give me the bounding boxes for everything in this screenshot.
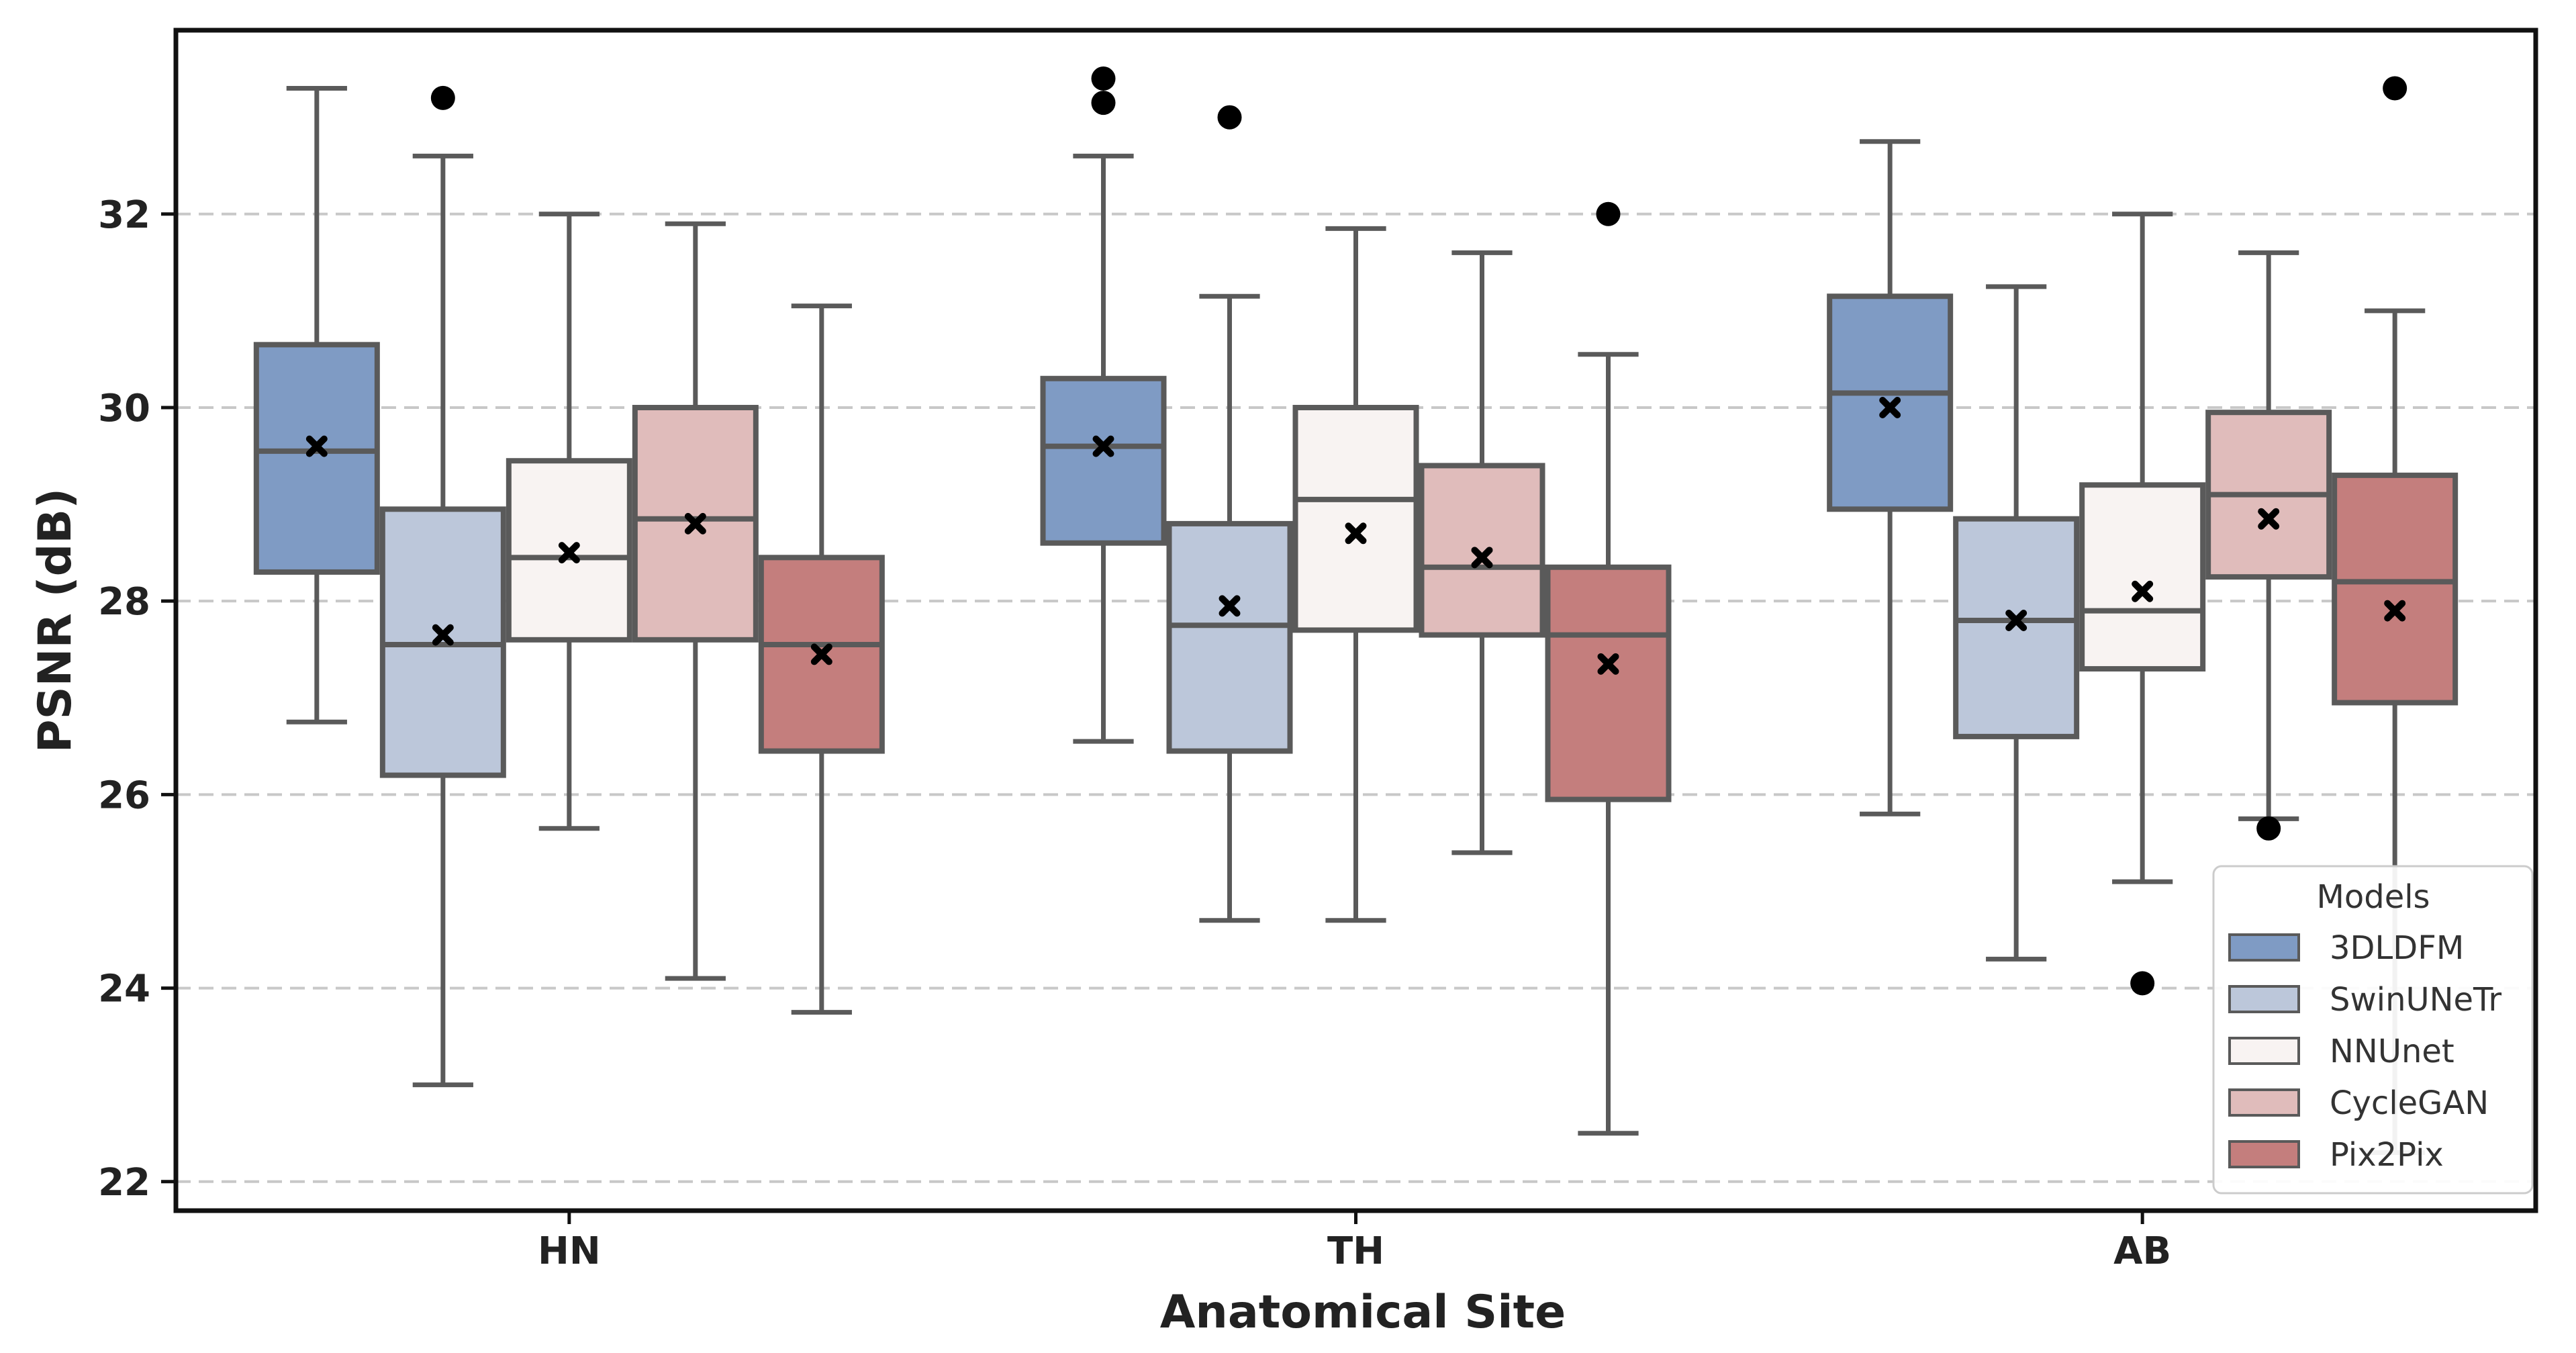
y-tick-label: 30: [98, 387, 150, 430]
y-tick-label: 26: [98, 774, 150, 817]
x-axis-title: Anatomical Site: [1160, 1286, 1566, 1339]
box-pix2pix-th: [1545, 201, 1672, 1136]
box-3dldfm-hn: [253, 85, 380, 725]
y-tick-label: 22: [98, 1161, 150, 1205]
box-iqr: [253, 342, 380, 575]
box-swinunetr-hn: [379, 85, 506, 1088]
box-iqr: [1419, 463, 1545, 638]
box-3dldfm-th: [1040, 66, 1167, 744]
legend-swatch: [2228, 985, 2300, 1013]
mean-marker: [1219, 595, 1241, 617]
box-cyclegan-hn: [632, 221, 759, 981]
legend-item-swinunetr: SwinUNeTr: [2228, 981, 2501, 1019]
box-iqr: [1545, 564, 1672, 802]
box-cyclegan-ab: [2205, 250, 2332, 841]
x-tick-label: AB: [2113, 1229, 2171, 1273]
box-iqr: [2079, 482, 2206, 672]
legend-label: Pix2Pix: [2330, 1136, 2444, 1174]
mean-marker: [1345, 522, 1367, 545]
y-tick-label: 28: [98, 580, 150, 624]
box-iqr: [1953, 516, 2080, 739]
y-axis-title: PSNR (dB): [29, 488, 82, 753]
legend-label: CycleGAN: [2330, 1084, 2489, 1122]
box-iqr: [1292, 404, 1419, 633]
box-pix2pix-hn: [758, 304, 885, 1015]
mean-marker: [2258, 508, 2280, 530]
box-iqr: [1827, 293, 1954, 512]
outlier-point: [430, 85, 455, 110]
mean-marker: [2384, 600, 2406, 622]
outlier-point: [1091, 66, 1116, 91]
outlier-point: [2383, 76, 2407, 101]
box-iqr: [1040, 375, 1167, 546]
outlier-point: [2256, 816, 2281, 841]
box-iqr: [1166, 520, 1293, 754]
y-tick-label: 24: [98, 968, 150, 1011]
x-axis-ticks: HN TH AB: [538, 1211, 2171, 1273]
legend-label: 3DLDFM: [2330, 929, 2464, 967]
mean-marker: [1092, 435, 1114, 457]
legend-swatch: [2228, 1037, 2300, 1065]
legend-item-nnunet: NNUnet: [2228, 1033, 2454, 1070]
y-tick-label: 32: [98, 193, 150, 237]
legend-item-pix2pix: Pix2Pix: [2228, 1136, 2444, 1174]
legend-items: 3DLDFM SwinUNeTr NNUnet CycleGAN Pix2Pix: [2228, 929, 2501, 1174]
mean-marker: [684, 512, 706, 534]
legend-label: SwinUNeTr: [2330, 981, 2501, 1019]
box-nnunet-ab: [2079, 212, 2206, 996]
legend: Models 3DLDFM SwinUNeTr NNUnet CycleGAN Pix2…: [2212, 865, 2534, 1195]
box-iqr: [2332, 472, 2459, 706]
box-swinunetr-ab: [1953, 284, 2080, 962]
box-cyclegan-th: [1419, 250, 1545, 855]
legend-title: Models: [2316, 878, 2430, 916]
mean-marker: [558, 542, 580, 564]
outlier-point: [1091, 91, 1116, 115]
box-pix2pix-ab: [2332, 76, 2459, 1156]
mean-marker: [1597, 653, 1619, 675]
legend-swatch: [2228, 1088, 2300, 1117]
legend-swatch: [2228, 933, 2300, 962]
x-tick-label: TH: [1327, 1229, 1384, 1273]
legend-swatch: [2228, 1140, 2300, 1168]
box-swinunetr-th: [1166, 105, 1293, 923]
box-nnunet-th: [1292, 226, 1419, 923]
box-3dldfm-ab: [1827, 139, 1954, 817]
mean-marker: [810, 643, 832, 665]
outlier-point: [2130, 971, 2155, 996]
outlier-point: [1217, 105, 1242, 130]
mean-marker: [2132, 580, 2154, 602]
box-groups: [253, 66, 2459, 1156]
mean-marker: [432, 624, 454, 646]
y-axis-ticks: 22 24 26 28 30 32: [98, 193, 176, 1205]
outlier-point: [1596, 201, 1621, 226]
legend-item-cyclegan: CycleGAN: [2228, 1084, 2489, 1122]
legend-label: NNUnet: [2330, 1033, 2454, 1070]
mean-marker: [305, 435, 328, 457]
legend-item-3dldfm: 3DLDFM: [2228, 929, 2464, 967]
mean-marker: [2005, 610, 2028, 631]
box-nnunet-hn: [506, 212, 632, 831]
mean-marker: [1879, 396, 1901, 418]
x-tick-label: HN: [538, 1229, 601, 1273]
mean-marker: [1471, 547, 1493, 569]
